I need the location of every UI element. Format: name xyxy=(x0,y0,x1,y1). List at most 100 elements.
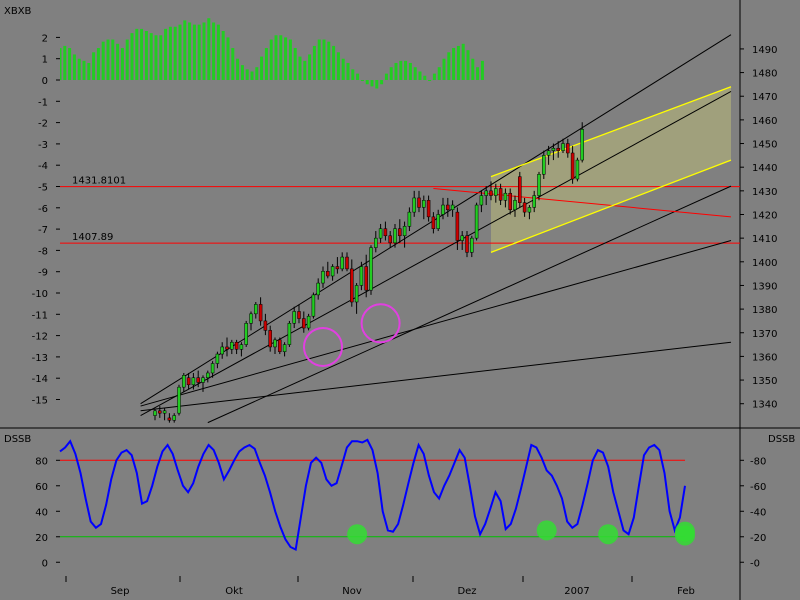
candle-up xyxy=(321,271,325,284)
left-axis-tick-label: -15 xyxy=(32,396,48,407)
oscillator-bar xyxy=(384,73,388,80)
candle-down xyxy=(431,216,436,229)
right-axis-tick-label: 1440 xyxy=(752,163,777,174)
candle-up xyxy=(316,282,320,296)
left-axis-tick-label: -6 xyxy=(38,204,48,215)
candle-up xyxy=(402,226,407,237)
oscillator-bar xyxy=(130,33,134,80)
candle-up xyxy=(292,311,296,324)
oscillator-bar xyxy=(293,48,297,80)
oscillator-bar xyxy=(240,65,244,80)
oscillator-right-tick-label: -20 xyxy=(750,533,766,544)
price-panel: 1340 1350 1360 1370 1380 1390 1400 1410 1420 1430… xyxy=(0,0,800,429)
candle-up xyxy=(162,410,167,414)
oscillator-line xyxy=(59,438,686,551)
candle-up xyxy=(311,294,316,317)
oscillator-bar xyxy=(125,39,129,80)
candle-down xyxy=(225,346,229,350)
right-axis-tick-label: 1400 xyxy=(752,258,777,269)
candle-down xyxy=(522,202,527,213)
candle-up xyxy=(513,200,517,211)
candle-up xyxy=(249,313,253,324)
oscillator-bar xyxy=(399,60,403,80)
price-plot-area: 1431.8101 1407.89 xyxy=(60,18,740,424)
candle-up xyxy=(422,200,426,208)
oscillator-bar xyxy=(346,62,350,80)
right-axis-tick-label: 1340 xyxy=(752,400,777,411)
candle-up xyxy=(254,304,258,315)
oscillator-bar xyxy=(140,28,144,81)
candle-up xyxy=(460,235,464,241)
channel-upper-line xyxy=(490,86,732,178)
oscillator-bar xyxy=(149,33,153,80)
candle-up xyxy=(474,204,479,239)
oscillator-bar xyxy=(308,54,312,80)
oscillator-bar xyxy=(298,56,302,80)
candle-down xyxy=(489,190,493,196)
right-axis-tick-label: 1470 xyxy=(752,92,777,103)
candle-up xyxy=(532,195,536,208)
candle-down xyxy=(335,266,340,270)
oscillator-bar xyxy=(183,20,187,80)
oscillator-right-tick-label: -80 xyxy=(750,456,766,467)
candle-up xyxy=(537,174,541,196)
candle-up xyxy=(215,353,220,364)
left-axis-tick-label: -5 xyxy=(38,183,48,194)
oscillator-bar xyxy=(360,80,364,81)
oscillator-bar xyxy=(111,39,115,80)
candle-down xyxy=(268,330,272,348)
candle-up xyxy=(575,159,580,180)
right-axis-tick-label: 1420 xyxy=(752,210,777,221)
oscillator-bar xyxy=(106,39,110,80)
oscillator-bar xyxy=(77,58,81,80)
candle-up xyxy=(407,211,412,227)
left-axis-tick-label: -2 xyxy=(38,119,48,130)
left-axis-tick-label: 2 xyxy=(42,33,48,44)
candle-down xyxy=(570,152,575,180)
candle-up xyxy=(282,344,287,352)
candle-down xyxy=(186,377,191,386)
candle-down xyxy=(345,256,349,270)
candle-up xyxy=(177,386,181,414)
left-axis-tick-label: -9 xyxy=(38,268,48,279)
oscillator-bar xyxy=(279,35,283,80)
candle-up xyxy=(153,410,157,416)
oscillator-bar xyxy=(432,73,436,80)
candle-up xyxy=(273,339,277,348)
right-axis-tick-label: 1360 xyxy=(752,352,777,363)
candle-up xyxy=(479,195,484,206)
candle-up xyxy=(542,155,546,175)
highlight-circle xyxy=(360,303,401,344)
trendline xyxy=(140,240,732,407)
candle-up xyxy=(551,148,556,151)
candle-up xyxy=(210,363,215,374)
oscillator-left-tick-label: 40 xyxy=(35,507,48,518)
candle-down xyxy=(278,339,282,352)
trendline xyxy=(433,187,732,218)
oscillator-bar xyxy=(317,39,321,80)
candle-up xyxy=(393,228,397,244)
candle-down xyxy=(167,417,172,421)
candle-up xyxy=(503,192,508,201)
oscillator-bar xyxy=(471,58,475,80)
right-axis-tick-label: 1480 xyxy=(752,69,777,80)
oscillator-right-tick-label: -0 xyxy=(750,558,760,569)
oscillator-bar xyxy=(178,24,182,80)
candle-down xyxy=(302,318,306,329)
oscillator-bar xyxy=(260,56,264,80)
right-axis-tick-label: 1380 xyxy=(752,305,777,316)
oscillator-bar xyxy=(231,48,235,80)
candle-down xyxy=(465,235,469,253)
oscillator-bar xyxy=(284,37,288,80)
x-axis-label: Okt xyxy=(225,586,243,597)
left-axis-tick-label: -10 xyxy=(32,289,48,300)
candle-up xyxy=(494,188,498,196)
oscillator-left-tick-label: 60 xyxy=(35,482,48,493)
highlight-circle xyxy=(303,326,343,367)
oscillator-bar xyxy=(322,39,326,80)
candle-up xyxy=(330,266,335,277)
trendline xyxy=(140,341,732,412)
oscillator-bar xyxy=(480,60,484,80)
